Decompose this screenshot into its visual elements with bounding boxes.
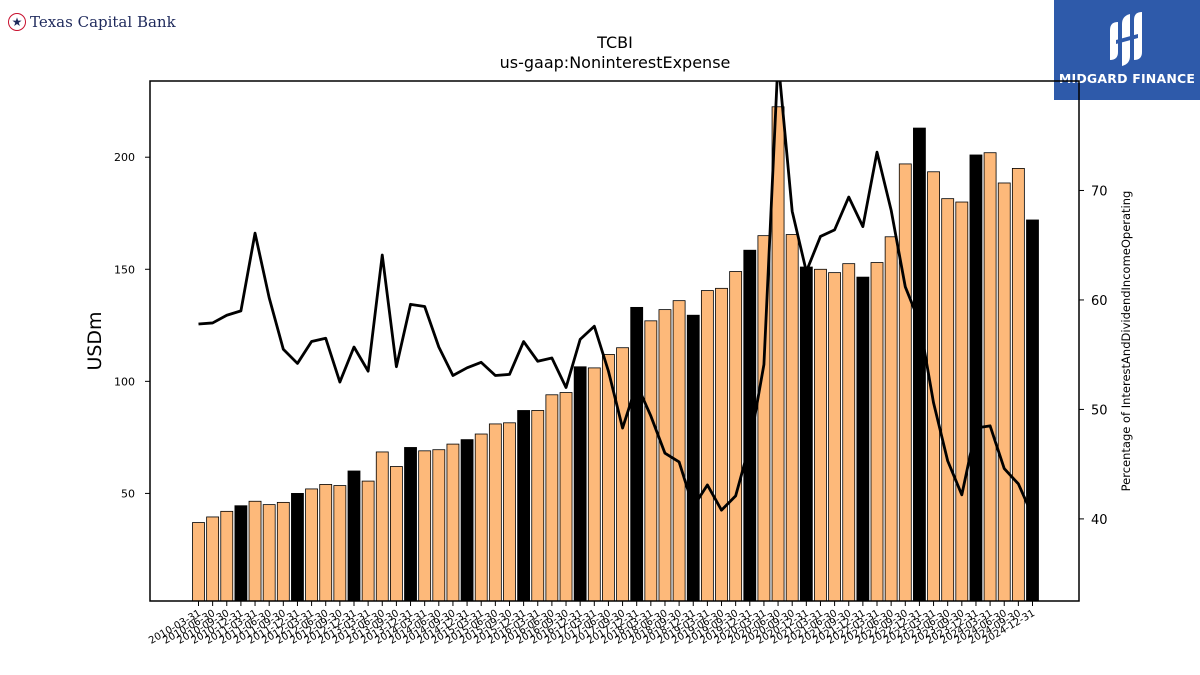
- bar-2011-12-31: [291, 493, 304, 602]
- bar-2011-03-31: [248, 500, 262, 602]
- bar-2014-06-30: [432, 449, 446, 602]
- midgard-monogram-icon: [1110, 12, 1142, 66]
- star-icon: ★: [8, 13, 26, 31]
- y-tick-label: 200: [114, 151, 135, 164]
- bar-2014-12-31: [460, 439, 474, 602]
- bar-2019-06-30: [715, 287, 728, 602]
- bar-2010-12-31: [234, 505, 248, 602]
- bar-2023-12-31: [969, 154, 983, 602]
- bar-2024-03-31: [983, 152, 997, 602]
- bar-2023-09-30: [955, 201, 969, 602]
- bar-2015-06-30: [488, 423, 502, 602]
- bar-2024-12-31: [1026, 219, 1039, 602]
- bar-2011-06-30: [262, 504, 276, 602]
- bar-2013-03-31: [361, 480, 375, 602]
- bar-2011-09-30: [276, 501, 290, 602]
- bar-2016-12-31: [573, 366, 587, 602]
- bar-2016-06-30: [545, 394, 559, 602]
- bar-2023-06-30: [941, 198, 955, 602]
- y-tick-label: 100: [114, 375, 135, 388]
- y-tick-label: 50: [121, 487, 135, 500]
- bar-2021-12-31: [856, 276, 870, 602]
- bar-2012-09-30: [333, 485, 347, 602]
- bar-2013-06-30: [375, 451, 389, 602]
- midgard-finance-logo-text: MIDGARD FINANCE: [1058, 71, 1196, 86]
- y2-tick-label: 70: [1091, 184, 1108, 199]
- bar-2022-09-30: [898, 163, 912, 602]
- chart-title: TCBI: [596, 33, 633, 52]
- y2-tick-label: 40: [1091, 513, 1108, 528]
- bar-2020-09-30: [785, 234, 799, 602]
- bar-2021-03-31: [814, 268, 827, 602]
- bar-2012-06-30: [319, 484, 333, 602]
- bar-2012-12-31: [347, 470, 361, 602]
- bar-2014-03-31: [418, 450, 432, 602]
- bar-2024-06-30: [997, 182, 1011, 602]
- bar-2019-03-31: [700, 290, 714, 602]
- bar-2014-09-30: [446, 443, 460, 602]
- bar-2018-12-31: [686, 314, 700, 602]
- bar-2022-03-31: [870, 262, 884, 602]
- bar-2024-09-30: [1011, 168, 1025, 602]
- bar-2010-03-31: [192, 522, 205, 602]
- bar-2017-03-31: [587, 367, 601, 602]
- y-axis-label: USDm: [84, 311, 106, 370]
- bar-2013-12-31: [404, 447, 417, 602]
- y-tick-label: 150: [114, 263, 135, 276]
- bar-2013-09-30: [389, 466, 403, 602]
- bar-2015-12-31: [517, 410, 531, 602]
- bar-2018-03-31: [644, 320, 658, 602]
- bar-2010-09-30: [220, 510, 234, 602]
- bar-2017-09-30: [616, 347, 629, 602]
- bar-2020-06-30: [771, 106, 785, 602]
- texas-capital-bank-logo: ★ Texas Capital Bank: [8, 13, 176, 31]
- y2-tick-label: 50: [1091, 403, 1108, 418]
- y2-axis-label: Percentage of InterestAndDividendIncomeO…: [1119, 191, 1133, 492]
- bar-2022-12-31: [913, 127, 926, 602]
- bar-2016-03-31: [531, 410, 545, 602]
- texas-capital-bank-logo-text: Texas Capital Bank: [30, 13, 176, 31]
- bar-2016-09-30: [559, 392, 573, 602]
- bar-2015-09-30: [503, 422, 516, 602]
- y2-tick-label: 60: [1091, 294, 1108, 309]
- bar-2010-06-30: [206, 516, 220, 602]
- bar-2021-06-30: [828, 272, 841, 602]
- bar-2012-03-31: [305, 488, 318, 602]
- bar-2021-09-30: [842, 263, 856, 602]
- bar-2015-03-31: [474, 433, 488, 602]
- bar-2020-12-31: [799, 266, 813, 602]
- bar-2017-12-31: [630, 306, 644, 602]
- percentage-line: [198, 81, 1034, 517]
- bar-2022-06-30: [884, 236, 898, 602]
- plot-frame: [149, 80, 1080, 602]
- chart-subtitle: us-gaap:NoninterestExpense: [500, 53, 731, 72]
- bar-2019-09-30: [729, 271, 743, 602]
- bar-2018-09-30: [672, 300, 686, 602]
